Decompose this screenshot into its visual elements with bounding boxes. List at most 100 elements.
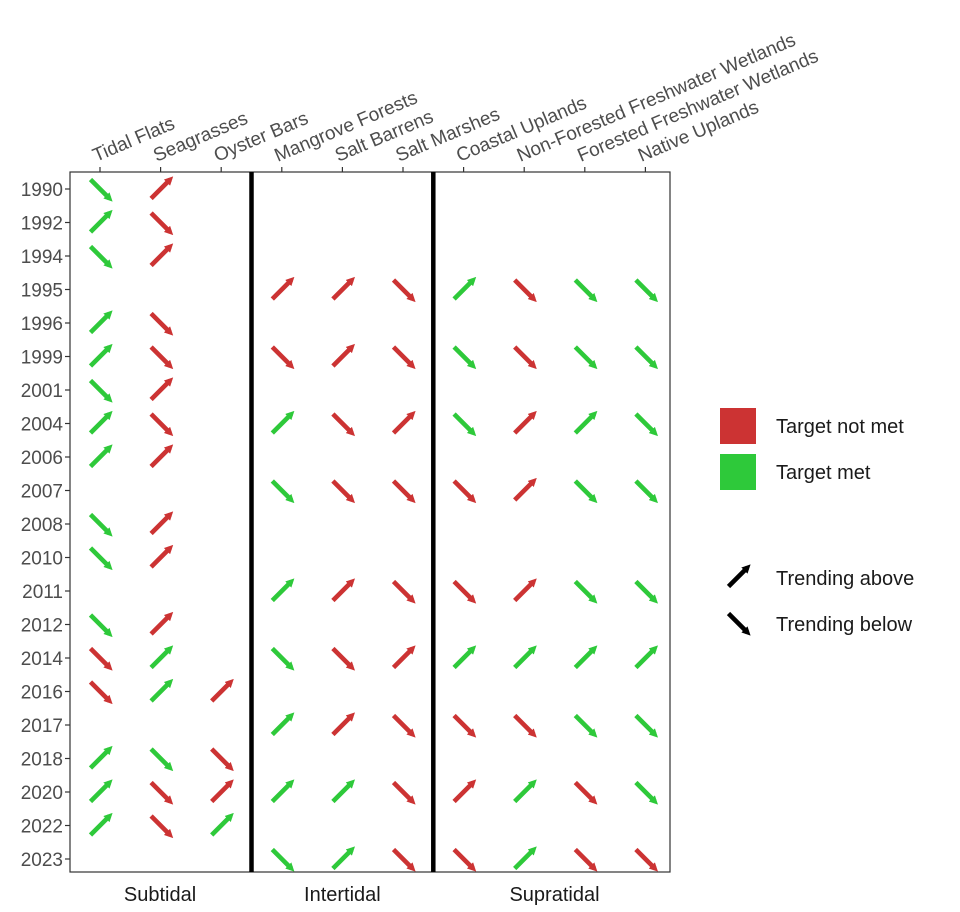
y-tick-label: 2018 [21,750,63,771]
y-tick-label: 2016 [21,683,63,704]
trend-arrow-above [88,343,113,368]
trend-arrow-above [331,712,355,737]
trend-arrow-below [513,345,537,370]
legend-label: Trending above [776,568,914,590]
y-tick-label: 2017 [21,716,63,737]
trend-arrow-below [452,713,477,738]
trend-arrow-below [88,613,113,638]
trend-arrow-below [270,479,295,504]
trend-arrow-above [149,611,174,636]
trend-arrow-above [210,779,234,804]
trend-arrow-below [149,412,174,437]
trend-arrow-below [391,345,416,370]
trend-arrow-above [210,812,234,837]
trend-arrow-above [149,444,174,469]
trend-arrow-above [270,578,295,603]
y-tick-label: 2012 [21,616,63,637]
trend-arrow-above [270,779,295,804]
trend-arrow-above [513,477,537,502]
trend-arrow-above [452,645,477,670]
trend-arrow-above [513,779,537,804]
trend-arrow-below [331,646,355,671]
trend-arrow-above [391,410,416,435]
trend-arrow-above [331,276,355,301]
trend-arrow-below [88,680,113,705]
trend-arrow-above [88,310,113,335]
trend-arrow-above [88,209,113,234]
trend-arrow-below [634,412,658,437]
group-label-subtidal: Subtidal [124,884,196,906]
trend-arrow-below [331,479,355,504]
trend-arrow-below [573,847,598,872]
trend-arrow-above [149,678,174,703]
legend-arrow-below [726,611,751,636]
y-tick-label: 2020 [21,783,63,804]
y-tick-label: 1999 [21,348,63,369]
trend-arrow-above [391,645,416,670]
y-tick-label: 2014 [21,649,64,670]
trend-arrow-above [149,377,174,402]
trend-arrow-above [88,779,113,804]
y-tick-label: 2007 [21,482,63,503]
trend-arrow-above [88,745,113,770]
trend-arrows [88,176,658,872]
trend-arrow-above [331,846,355,871]
trend-arrow-above [88,444,113,469]
trend-arrow-above [149,544,174,569]
trend-arrow-above [513,578,537,603]
trend-arrow-below [88,512,113,537]
trend-arrow-below [573,713,598,738]
trend-arrow-below [270,646,295,671]
trend-arrow-above [452,779,477,804]
trend-arrow-below [573,579,598,604]
trend-arrow-below [452,412,477,437]
trend-arrow-above [513,846,537,871]
legend-swatch-met [720,454,756,490]
trend-arrow-above [88,410,113,435]
trend-arrow-below [634,780,658,805]
trend-arrow-below [634,479,658,504]
trend-arrow-below [573,479,598,504]
trend-arrow-above [634,645,658,670]
trend-arrow-above [513,645,537,670]
trend-arrow-above [270,276,295,301]
trend-arrow-below [210,747,234,772]
trend-arrow-below [391,278,416,303]
plot-panel [69,171,671,873]
trend-arrow-below [634,847,658,872]
trend-arrow-above [149,645,174,670]
legend: Target not met Target met Trending above Tr… [720,408,914,636]
trend-arrow-above [331,343,355,368]
trend-arrow-below [391,847,416,872]
trend-arrow-below [634,345,658,370]
panel-border [69,171,671,873]
trend-arrow-above [210,678,234,703]
y-tick-label: 2008 [21,515,63,536]
y-tick-label: 2022 [21,817,63,838]
legend-label: Trending below [776,614,913,636]
y-axis: 1990 1992 1994 1995 1996 1999 2001 2004 2006 2007… [21,180,70,871]
y-tick-label: 2011 [22,582,63,603]
trend-arrow-below [452,579,477,604]
trend-arrow-below [452,479,477,504]
trend-arrow-below [270,847,295,872]
trend-arrow-below [391,713,416,738]
y-tick-label: 1995 [21,281,63,302]
y-tick-label: 2001 [21,381,63,402]
trend-arrow-above [149,243,174,268]
trend-arrow-below [634,579,658,604]
trend-arrow-below [513,713,537,738]
trend-arrow-below [634,278,658,303]
y-tick-label: 2010 [21,549,63,570]
trend-arrow-above [573,645,598,670]
trend-arrow-above [88,812,113,837]
y-tick-label: 2023 [21,850,63,871]
trend-arrow-above [573,410,598,435]
trend-arrow-below [88,177,113,202]
legend-swatch-not-met [720,408,756,444]
trend-arrow-below [88,378,113,403]
trend-arrow-below [573,345,598,370]
y-tick-label: 2006 [21,448,63,469]
trend-arrow-below [149,311,174,336]
